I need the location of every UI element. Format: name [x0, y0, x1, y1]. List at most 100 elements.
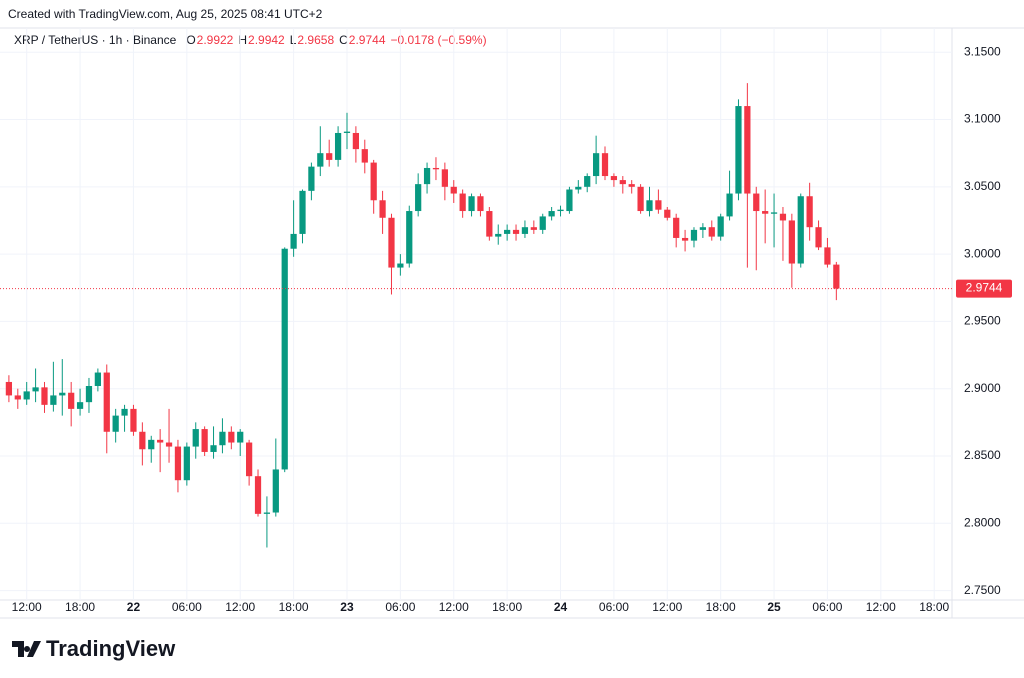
y-tick-label: 2.9500	[964, 314, 1001, 328]
candle-body	[388, 217, 395, 268]
candle-body	[450, 186, 457, 194]
symbol-title: XRP / TetherUS · 1h · Binance	[14, 33, 177, 47]
candle-body	[708, 227, 715, 237]
candle-body	[272, 469, 279, 513]
candle-body	[815, 227, 822, 248]
y-tick-label: 3.1500	[964, 44, 1001, 58]
ohlc-label: H	[238, 33, 247, 47]
x-tick-label: 18:00	[492, 600, 522, 614]
candle-body	[619, 180, 626, 185]
candle-body	[637, 186, 644, 212]
candle-body	[68, 392, 75, 409]
candle-body	[539, 216, 546, 230]
candle-body	[148, 439, 155, 450]
candle-body	[806, 196, 813, 228]
candle-body	[548, 211, 555, 217]
candle-body	[85, 386, 93, 403]
ohlc-value: 2.9942	[248, 33, 285, 47]
candle-body	[103, 372, 110, 432]
candle-body	[673, 217, 680, 238]
y-tick-label: 2.8000	[964, 515, 1001, 529]
legend-header: XRP / TetherUS · 1h · Binance O 2.9922 H 2.9…	[14, 33, 487, 47]
x-tick-label: 06:00	[172, 600, 202, 614]
x-tick-label: 18:00	[65, 600, 95, 614]
candle-body	[165, 442, 173, 447]
candle-body	[432, 167, 440, 170]
candle-body	[254, 476, 262, 514]
candle-body	[352, 132, 360, 150]
x-tick-label: 18:00	[919, 600, 949, 614]
candle-body	[210, 445, 217, 452]
x-tick-label: 18:00	[279, 600, 309, 614]
candle-body	[788, 220, 795, 264]
candle-body	[334, 132, 342, 160]
candle-body	[797, 196, 804, 264]
candle-body	[121, 408, 128, 416]
candle-body	[41, 387, 48, 405]
candle-body	[690, 229, 698, 241]
candle-body	[664, 209, 671, 218]
candle-body	[174, 446, 182, 481]
candle-body	[699, 227, 706, 230]
x-tick-label: 12:00	[652, 600, 682, 614]
candle-body	[290, 233, 297, 249]
candle-body	[655, 200, 662, 210]
candle-body	[219, 431, 226, 446]
y-tick-label: 3.0000	[964, 246, 1001, 260]
y-tick-label: 2.9000	[964, 381, 1001, 395]
candle-body	[726, 193, 733, 217]
candle-body	[833, 264, 840, 289]
x-tick-label: 12:00	[866, 600, 896, 614]
candle-body	[512, 229, 520, 234]
candle-body	[646, 200, 653, 212]
y-tick-label: 2.7500	[964, 583, 1001, 597]
candle-body	[610, 176, 618, 181]
candle-body	[744, 106, 751, 194]
ohlc-value: 2.9658	[297, 33, 334, 47]
x-tick-label: 12:00	[439, 600, 469, 614]
logo-icon	[12, 641, 41, 657]
candle-body	[59, 392, 66, 396]
candle-body	[370, 162, 377, 201]
candle-body	[5, 381, 13, 396]
candle-body	[735, 106, 742, 194]
x-tick-label: 12:00	[225, 600, 255, 614]
candle-body	[361, 149, 368, 163]
ohlc-value: 2.9744	[349, 33, 386, 47]
credit: Created with TradingView.com, Aug 25, 20…	[8, 7, 323, 21]
candle-body	[228, 431, 235, 443]
candle-body	[201, 429, 208, 452]
x-tick-label: 12:00	[12, 600, 42, 614]
candle-body	[504, 229, 511, 234]
x-tick-label: 18:00	[706, 600, 736, 614]
candle-body	[530, 227, 537, 230]
candle-body	[406, 211, 413, 264]
change: −0.0178 (−0.59%)	[391, 33, 487, 47]
candle-body	[762, 211, 769, 214]
candle-body	[23, 391, 30, 400]
candle-body	[192, 429, 199, 447]
candle-body	[343, 131, 351, 133]
candle-body	[130, 408, 137, 432]
candle-body	[246, 442, 253, 477]
x-tick-label: 22	[127, 600, 141, 614]
candle-body	[308, 166, 315, 191]
candle-body	[76, 402, 84, 409]
price-label: 2.9744	[966, 281, 1003, 295]
candle-body	[477, 196, 484, 212]
candle-body	[681, 237, 689, 241]
candle-body	[717, 216, 724, 237]
candle-body	[157, 439, 164, 443]
candle-body	[770, 212, 778, 214]
candle-body	[139, 431, 146, 450]
candle-body	[575, 186, 582, 190]
x-tick-label: 06:00	[812, 600, 842, 614]
candle-body	[584, 176, 591, 187]
ohlc-label: C	[339, 33, 348, 47]
candle-body	[486, 211, 493, 237]
candle-body	[601, 153, 609, 177]
candle-body	[459, 193, 466, 212]
x-tick-label: 23	[340, 600, 354, 614]
